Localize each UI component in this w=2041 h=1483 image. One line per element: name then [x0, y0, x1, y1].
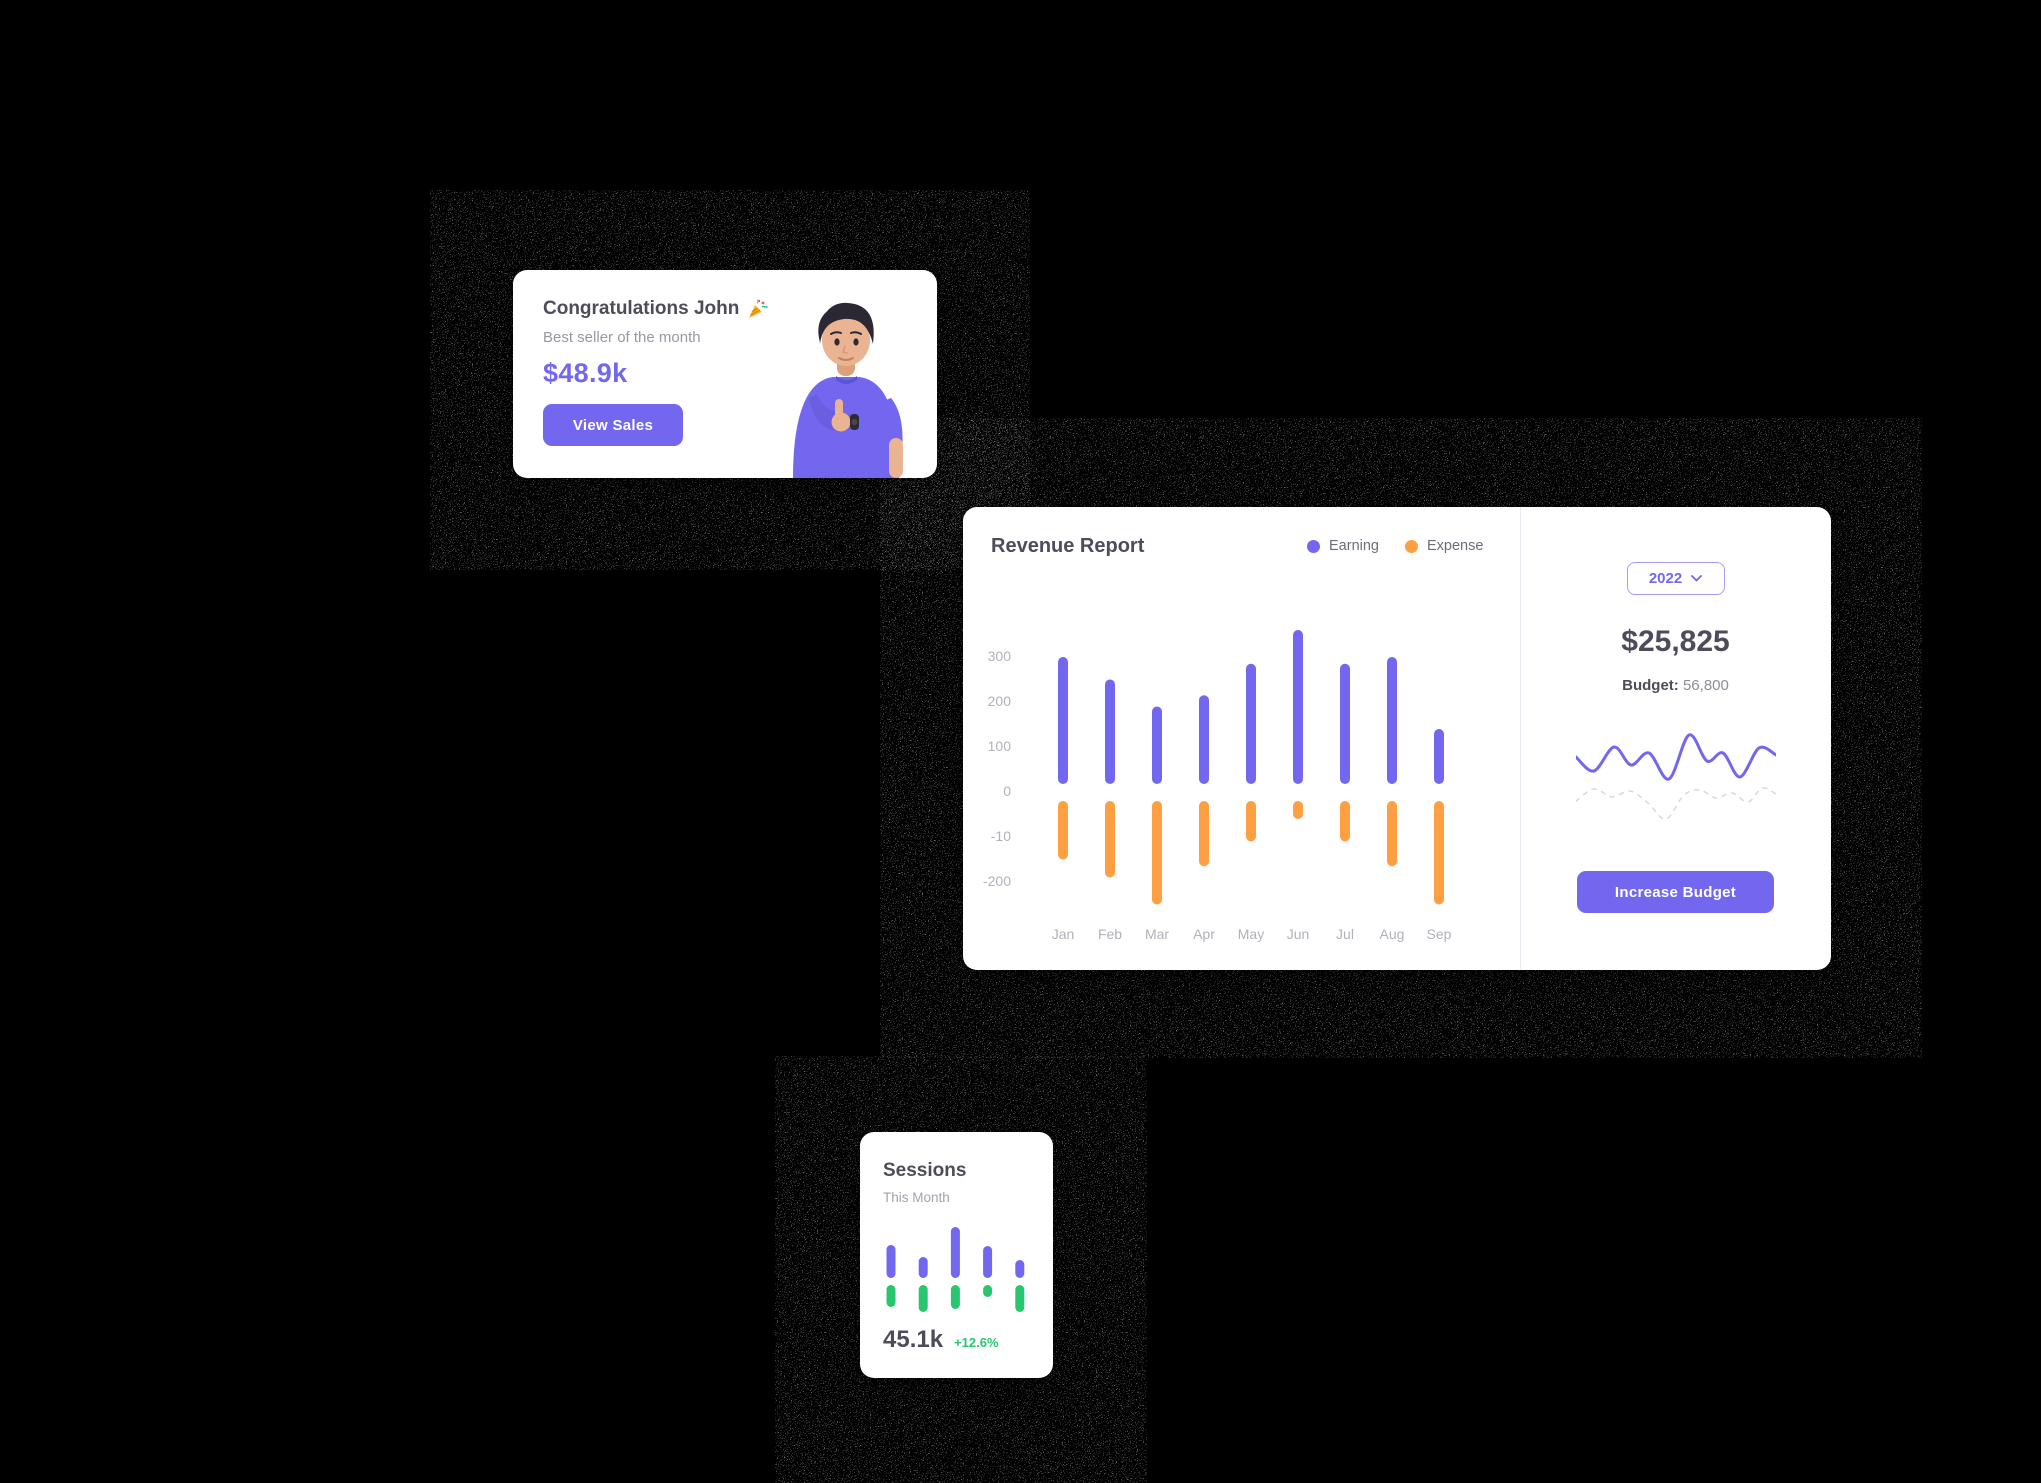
- legend-label: Expense: [1426, 538, 1484, 554]
- increase-budget-button[interactable]: Increase Budget: [1577, 871, 1774, 913]
- svg-text:Sep: Sep: [1427, 926, 1452, 942]
- svg-text:Feb: Feb: [1098, 926, 1122, 942]
- view-sales-button[interactable]: View Sales: [543, 404, 683, 446]
- svg-text:0: 0: [1003, 783, 1011, 799]
- budget-sparkline-chart: [1576, 733, 1776, 820]
- earning-dot-icon: [1307, 539, 1320, 553]
- sessions-stats: 45.1k +12.6%: [883, 1326, 999, 1354]
- svg-text:Apr: Apr: [1193, 926, 1215, 942]
- legend-label: Earning: [1329, 538, 1379, 554]
- congrats-title-row: Congratulations John: [543, 298, 769, 320]
- sessions-title: Sessions: [883, 1160, 967, 1181]
- svg-text:Jan: Jan: [1052, 926, 1075, 942]
- sessions-delta-badge: +12.6%: [954, 1335, 999, 1350]
- svg-text:200: 200: [988, 693, 1012, 709]
- budget-total: $25,825: [1621, 625, 1730, 658]
- budget-panel: 2022 $25,825 Budget: 56,800 Increase Bud…: [1520, 507, 1831, 970]
- svg-text:100: 100: [988, 738, 1012, 754]
- congrats-amount: $48.9k: [543, 358, 628, 388]
- svg-text:-10: -10: [991, 828, 1011, 844]
- svg-text:Jul: Jul: [1336, 926, 1354, 942]
- congrats-subtitle: Best seller of the month: [543, 329, 701, 346]
- sessions-card: Sessions This Month 45.1k +12.6%: [860, 1132, 1053, 1378]
- svg-text:Jun: Jun: [1287, 926, 1310, 942]
- vertical-divider: [1520, 507, 1521, 970]
- revenue-report-card: Revenue Report Earning Expense 300 200 100…: [963, 507, 1831, 970]
- chart-legend: Earning Expense: [1307, 538, 1483, 554]
- svg-text:May: May: [1238, 926, 1264, 942]
- svg-text:Mar: Mar: [1145, 926, 1169, 942]
- sessions-mini-chart: [886, 1227, 1025, 1312]
- legend-item-expense: Expense: [1404, 538, 1484, 554]
- budget-line: Budget: 56,800: [1520, 677, 1831, 694]
- revenue-report-title: Revenue Report: [991, 535, 1145, 557]
- legend-item-earning: Earning: [1307, 538, 1379, 554]
- svg-text:300: 300: [988, 648, 1012, 664]
- chevron-down-icon: [1691, 575, 1703, 582]
- year-value: 2022: [1648, 570, 1683, 587]
- sessions-value: 45.1k: [883, 1326, 944, 1353]
- svg-text:Aug: Aug: [1380, 926, 1405, 942]
- budget-label: Budget:: [1622, 677, 1679, 694]
- year-dropdown[interactable]: 2022: [1626, 562, 1725, 595]
- sessions-subtitle: This Month: [883, 1190, 950, 1205]
- svg-text:-200: -200: [983, 873, 1011, 889]
- congrats-title: Congratulations John: [543, 298, 740, 319]
- congratulations-card: Congratulations John Best seller of the …: [513, 270, 937, 478]
- character-illustration: [793, 302, 903, 478]
- budget-value: 56,800: [1682, 677, 1729, 694]
- party-popper-icon: [749, 299, 769, 318]
- expense-dot-icon: [1404, 539, 1418, 553]
- revenue-bar-chart: 300 200 100 0 -10 -200 Jan Feb Mar Apr May Jun Jul Au…: [983, 630, 1452, 942]
